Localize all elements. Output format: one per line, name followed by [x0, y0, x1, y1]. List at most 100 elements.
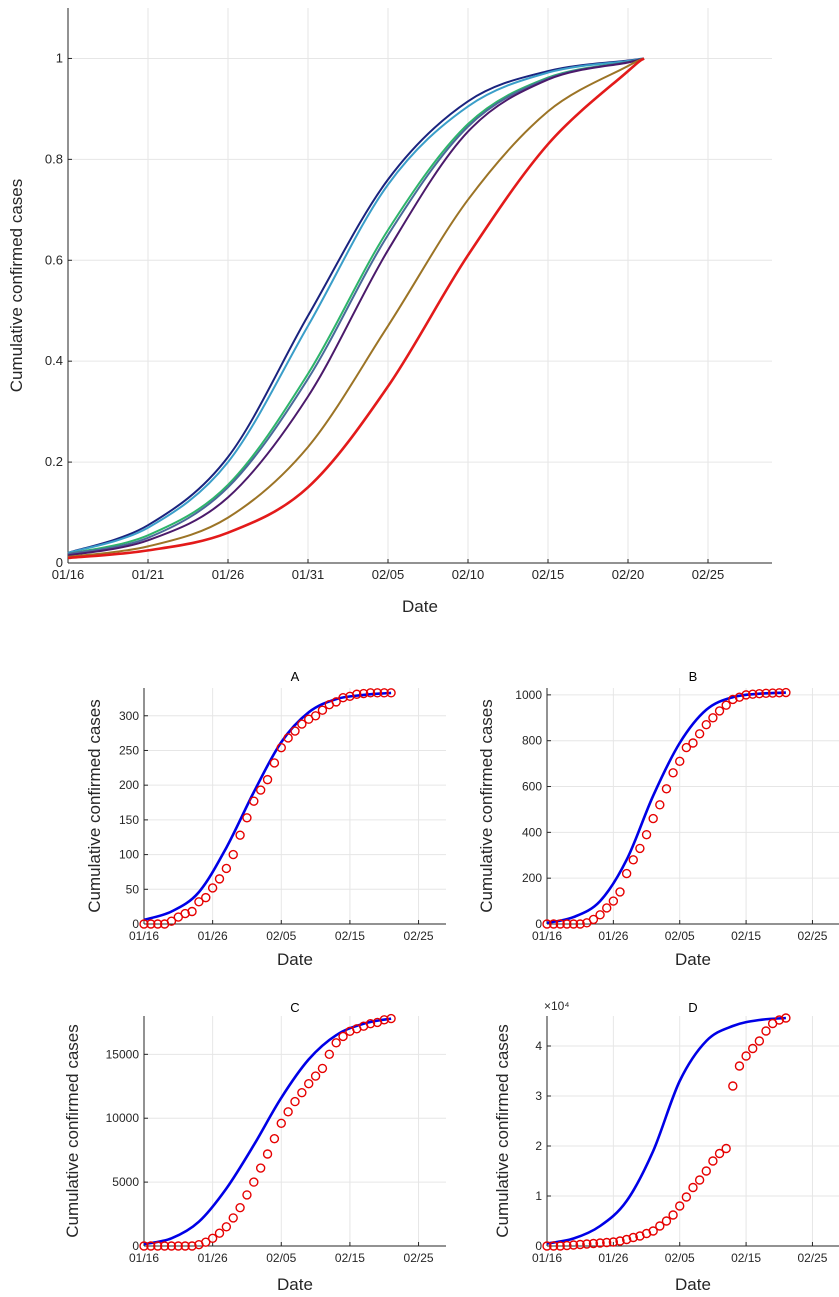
chart-D-xlabel: Date	[675, 1275, 711, 1294]
chart-C-observed-point	[283, 1107, 293, 1117]
chart-B-xtick-label: 01/16	[532, 929, 562, 943]
chart-A-xtick-label: 02/05	[266, 929, 296, 943]
chart-D-xtick-label: 02/25	[797, 1251, 827, 1265]
chart-D-observed-point	[721, 1143, 731, 1154]
chart-D-observed-point	[774, 1015, 784, 1025]
chart-C-observed-point	[379, 1015, 389, 1025]
chart-A-observed-point	[283, 733, 293, 743]
chart-C-observed-point	[276, 1118, 286, 1129]
chart-D-xtick-label: 02/05	[665, 1251, 695, 1265]
chart-B-xlabel: Date	[675, 950, 711, 969]
chart-C-xtick-label: 01/16	[129, 1251, 159, 1265]
chart-A-observed-point	[166, 916, 177, 926]
chart-A-xtick-label: 02/15	[335, 929, 365, 943]
chart-B-xtick-label: 02/05	[665, 929, 695, 943]
chart-A-observed-point	[297, 719, 307, 729]
chart-D-y-multiplier: ×10⁴	[544, 999, 570, 1013]
chart-B-ylabel: Cumulative confirmed cases	[477, 699, 496, 913]
chart-B-observed-point	[781, 687, 791, 698]
chart-B-observed-point	[608, 896, 619, 906]
chart-C-observed-point	[221, 1222, 232, 1232]
chart-B-observed-point	[701, 719, 711, 730]
chart-C-xtick-label: 02/25	[404, 1251, 434, 1265]
chart-A-ytick-label: 0	[132, 917, 139, 931]
chart-A-ytick-label: 300	[119, 709, 139, 723]
chart-B-xtick-label: 01/26	[598, 929, 628, 943]
chart-A-observed-point	[338, 693, 348, 703]
chart-B-xtick-label: 02/15	[731, 929, 761, 943]
chart-D-ytick-label: 4	[535, 1039, 542, 1053]
chart-D-observed-point	[675, 1201, 685, 1211]
chart-B-observed-point	[635, 843, 645, 854]
chart-C-observed-point	[386, 1013, 396, 1024]
chart-main-xtick-label: 02/10	[452, 567, 485, 582]
chart-C-xtick-label: 02/05	[266, 1251, 296, 1265]
chart-A-observed-point	[249, 796, 259, 806]
chart-D-ytick-label: 3	[535, 1089, 542, 1103]
chart-D-xtick-label: 02/15	[731, 1251, 761, 1265]
chart-D-observed-point	[714, 1148, 725, 1159]
chart-A-ytick-label: 150	[119, 813, 139, 827]
chart-C-xtick-label: 01/26	[198, 1251, 228, 1265]
chart-D-observed-point	[621, 1234, 632, 1245]
chart-B-observed-point	[562, 919, 572, 929]
chart-A-xtick-label: 01/16	[129, 929, 159, 943]
chart-B-observed-point	[767, 688, 778, 698]
chart-C-observed-point	[159, 1241, 170, 1251]
chart-D-observed-point	[608, 1237, 619, 1247]
chart-A-observed-point	[201, 892, 211, 903]
chart-C-observed-point	[207, 1233, 218, 1244]
chart-A-observed-point	[221, 863, 232, 874]
chart-D-ytick-label: 0	[535, 1239, 542, 1253]
chart-B-observed-point	[595, 910, 605, 920]
chart-A-observed-point	[153, 919, 163, 929]
chart-A-observed-point	[242, 813, 252, 823]
chart-D-observed-point	[668, 1210, 678, 1220]
chart-A-title: A	[291, 669, 300, 684]
chart-B-observed-point	[761, 688, 771, 698]
chart-main-ytick-label: 1	[56, 50, 63, 65]
chart-A-ytick-label: 200	[119, 778, 139, 792]
chart-D-ylabel: Cumulative confirmed cases	[493, 1024, 512, 1238]
chart-C-ytick-label: 10000	[106, 1111, 140, 1125]
chart-C-observed-point	[269, 1133, 280, 1144]
chart-C-ytick-label: 15000	[106, 1047, 140, 1061]
chart-B-xtick-label: 02/25	[797, 929, 827, 943]
chart-A-ylabel: Cumulative confirmed cases	[85, 699, 104, 913]
chart-D-observed-point	[661, 1216, 672, 1226]
chart-B-observed-point	[575, 919, 585, 929]
chart-B-observed-point	[588, 914, 599, 925]
chart-B-observed-point	[675, 756, 685, 767]
chart-C-observed-point	[214, 1228, 225, 1238]
chart-D-observed-point	[615, 1236, 625, 1246]
chart-A-observed-point	[187, 906, 197, 917]
chart-D-observed-point	[748, 1043, 758, 1054]
chart-A-observed-point	[269, 758, 280, 768]
chart-D-observed-point	[754, 1036, 765, 1046]
chart-C-observed-point	[262, 1149, 273, 1159]
chart-B-observed-point	[615, 887, 625, 897]
chart-B-observed-point	[734, 692, 745, 702]
chart-B-observed-point	[714, 706, 725, 716]
chart-C-observed-point	[310, 1071, 321, 1081]
chart-D-observed-point	[761, 1026, 771, 1036]
chart-D-observed-point	[734, 1061, 745, 1071]
chart-A-observed-point	[386, 688, 396, 698]
chart-C-observed-point	[255, 1163, 266, 1173]
chart-B-observed-point	[681, 742, 692, 753]
chart-A-observed-point	[365, 688, 376, 698]
chart-C-observed-point	[139, 1241, 149, 1251]
chart-D-observed-point	[562, 1240, 572, 1251]
chart-D-observed-point	[701, 1166, 711, 1176]
chart-D-observed-point	[542, 1241, 552, 1251]
chart-A-observed-point	[194, 897, 204, 907]
chart-D-observed-point	[602, 1237, 612, 1248]
chart-main-xtick-label: 02/15	[532, 567, 565, 582]
chart-A-observed-point	[228, 849, 238, 860]
chart-B-fit-line	[546, 691, 786, 925]
chart-C-title: C	[290, 1000, 299, 1015]
chart-C-observed-point	[324, 1049, 335, 1060]
chart-B-observed-point	[708, 713, 718, 723]
chart-A-fit-line	[143, 691, 392, 922]
chart-C-observed-point	[228, 1213, 238, 1223]
